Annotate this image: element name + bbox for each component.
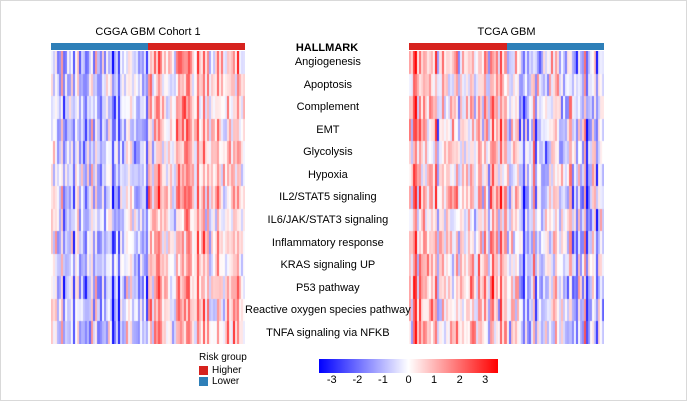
colorbar-tick-label: -3 bbox=[326, 374, 337, 386]
risk-annotation-bar-tcga bbox=[409, 43, 604, 50]
colorbar: -3 -2 -1 0 1 2 3 bbox=[319, 359, 498, 387]
colorbar-tick-label: 1 bbox=[431, 374, 438, 386]
pathway-label: IL2/STAT5 signaling bbox=[279, 191, 377, 204]
risk-legend-item: Higher bbox=[199, 364, 247, 376]
pathway-label: TNFA signaling via NFKB bbox=[266, 326, 390, 339]
panel-title-cgga: CGGA GBM Cohort 1 bbox=[95, 26, 201, 38]
risk-annotation-lower bbox=[506, 43, 604, 50]
colorbar-tick-label: 3 bbox=[482, 374, 489, 386]
colorbar-tick-label: -1 bbox=[378, 374, 388, 386]
pathway-label: Inflammatory response bbox=[271, 236, 384, 249]
risk-annotation-bar-cgga bbox=[51, 43, 245, 50]
colorbar-tick-label: -2 bbox=[352, 374, 363, 386]
pathway-label: Reactive oxygen species pathway bbox=[245, 304, 411, 317]
risk-legend-item: Lower bbox=[199, 375, 247, 387]
pathway-label: Complement bbox=[296, 101, 360, 114]
risk-swatch-icon bbox=[199, 365, 208, 375]
risk-annotation-lower bbox=[51, 43, 148, 50]
pathway-label: P53 pathway bbox=[296, 281, 360, 294]
pathway-label: KRAS signaling UP bbox=[280, 259, 376, 272]
risk-swatch-icon bbox=[199, 376, 208, 386]
colorbar-tick-label: 2 bbox=[456, 374, 463, 386]
hallmark-header: HALLMARK bbox=[295, 42, 359, 54]
pathway-labels: Angiogenesis Apoptosis Complement EMT Glycol… bbox=[245, 51, 411, 344]
pathway-label: EMT bbox=[316, 123, 340, 136]
risk-legend-items: Higher Lower bbox=[199, 364, 247, 387]
panel-title-tcga: TCGA GBM bbox=[477, 26, 536, 38]
colorbar-gradient bbox=[319, 359, 498, 373]
heatmap-tcga bbox=[409, 51, 604, 344]
risk-annotation-higher bbox=[409, 43, 507, 50]
risk-legend-title: Risk group bbox=[199, 352, 247, 363]
pathway-label: Glycolysis bbox=[303, 146, 353, 159]
risk-legend-label: Lower bbox=[212, 375, 240, 387]
colorbar-tick-labels: -3 -2 -1 0 1 2 3 bbox=[319, 374, 498, 387]
risk-legend-label: Higher bbox=[212, 364, 242, 376]
pathway-label: Apoptosis bbox=[303, 78, 353, 91]
heatmap-cgga bbox=[51, 51, 245, 344]
pathway-label: Hypoxia bbox=[307, 168, 348, 181]
pathway-label: Angiogenesis bbox=[294, 56, 361, 69]
risk-annotation-higher bbox=[148, 43, 245, 50]
pathway-label: IL6/JAK/STAT3 signaling bbox=[267, 214, 389, 227]
risk-legend: Risk group Higher Lower bbox=[199, 352, 247, 387]
colorbar-tick-label: 0 bbox=[405, 374, 412, 386]
